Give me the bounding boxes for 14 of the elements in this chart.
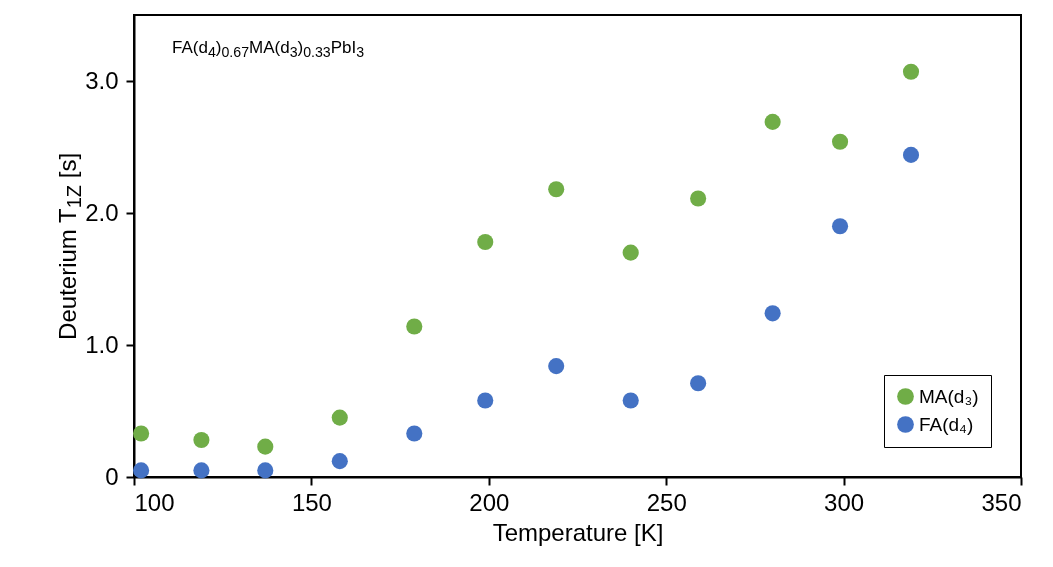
- y-tick-label: 2.0: [85, 198, 119, 226]
- text: FA(d$_{4}$)$_{0.67}$MA(d$_{3}$)$_{0.33}$PbI$_{3}$: [172, 38, 365, 61]
- x-tick-label: 300: [824, 488, 865, 516]
- x-axis-title: Temperature [K]: [492, 518, 664, 546]
- x-tick-label: 100: [134, 488, 175, 516]
- y-tick-label: 1.0: [85, 330, 119, 358]
- legend-label: MA(d₃): [919, 385, 979, 407]
- x-tick-label: 150: [291, 488, 332, 516]
- x-tick-label: 350: [981, 488, 1022, 516]
- x-tick-label: 200: [469, 488, 510, 516]
- legend-label: FA(d₄): [919, 413, 974, 435]
- y-tick-label: 3.0: [85, 66, 119, 94]
- y-tick-label: 0: [105, 462, 119, 490]
- x-tick-label: 250: [646, 488, 687, 516]
